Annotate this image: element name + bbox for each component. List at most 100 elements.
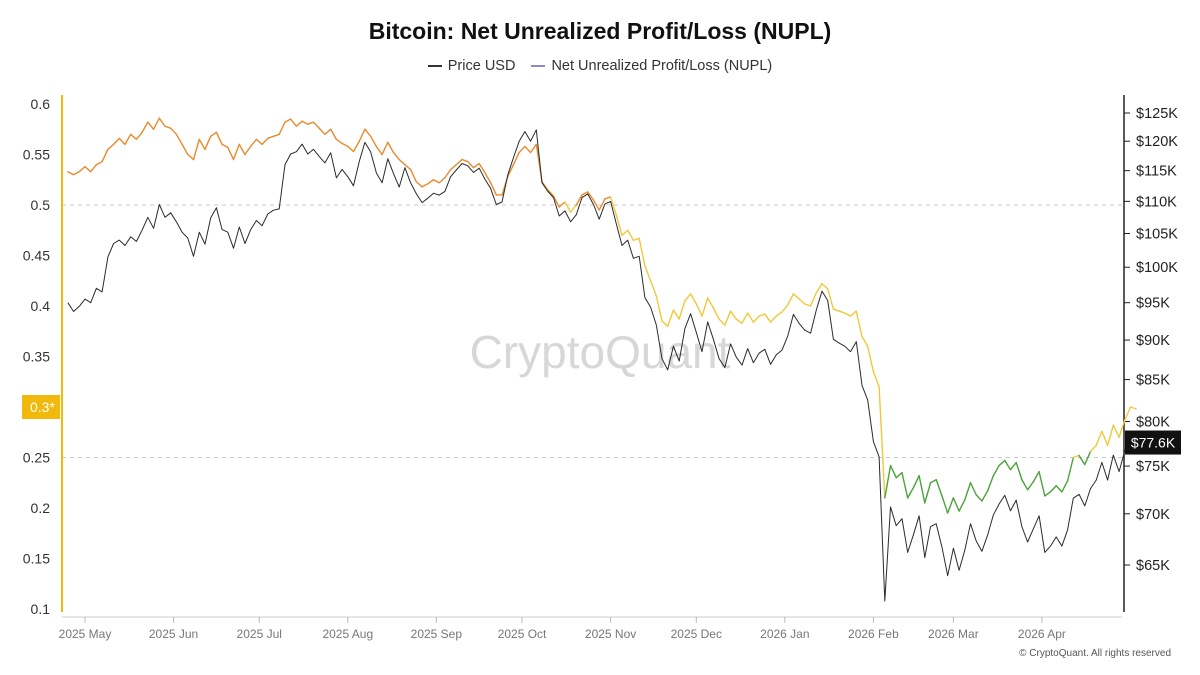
nupl-line-segment [421, 183, 429, 188]
nupl-line-segment [718, 318, 726, 326]
nupl-line-segment [472, 162, 480, 169]
legend-label-nupl: Net Unrealized Profit/Loss (NUPL) [551, 58, 773, 74]
nupl-line-segment [1066, 456, 1075, 482]
nupl-line-segment [135, 131, 143, 141]
nupl-line-segment [678, 300, 686, 320]
left-tick-label: 0.3* [30, 399, 55, 415]
nupl-line-segment [855, 310, 863, 337]
nupl-line-segment [512, 151, 520, 166]
nupl-line-segment [1049, 485, 1057, 493]
nupl-line-segment [547, 189, 555, 197]
nupl-line-segment [484, 171, 492, 184]
nupl-line-segment [1009, 461, 1017, 471]
nupl-line-segment [467, 160, 475, 169]
nupl-line-segment [232, 143, 240, 161]
nupl-line-segment [147, 121, 155, 130]
nupl-line-segment [558, 201, 566, 208]
nupl-line-segment [895, 471, 903, 479]
nupl-line-segment [986, 474, 995, 492]
nupl-line-segment [958, 499, 966, 512]
nupl-line-segment [249, 138, 258, 148]
nupl-line-segment [461, 158, 469, 163]
nupl-line-segment [861, 335, 869, 348]
nupl-line-segment [398, 158, 406, 166]
nupl-line-segment [552, 195, 560, 208]
nupl-line-segment [564, 201, 572, 213]
x-tick-label: 2025 Dec [671, 627, 722, 641]
nupl-line-segment [821, 283, 829, 290]
current-price-label: $77.6K [1131, 435, 1176, 451]
nupl-line-segment [324, 128, 332, 136]
nupl-line-segment [889, 464, 897, 479]
right-tick-label: $100K [1136, 260, 1178, 276]
x-tick-label: 2026 Apr [1018, 627, 1066, 641]
right-tick-label: $125K [1136, 106, 1178, 122]
right-tick-label: $95K [1136, 296, 1170, 312]
nupl-line-segment [1124, 406, 1132, 421]
nupl-line-segment [489, 182, 498, 196]
legend-item-nupl[interactable]: Net Unrealized Profit/Loss (NUPL) [531, 58, 772, 74]
nupl-line-segment [587, 191, 595, 201]
nupl-line-segment [844, 312, 852, 317]
left-tick-label: 0.1 [31, 601, 51, 617]
x-tick-label: 2025 Jul [237, 627, 282, 641]
nupl-line-segment [307, 121, 315, 125]
nupl-line-segment [621, 229, 629, 237]
nupl-line-segment [684, 293, 692, 302]
nupl-line-segment [215, 131, 223, 146]
nupl-line-segment [935, 479, 943, 497]
nupl-line-segment [169, 127, 178, 136]
nupl-line-segment [775, 311, 783, 317]
nupl-line-segment [598, 198, 606, 211]
left-tick-label: 0.35 [23, 349, 50, 365]
nupl-line-segment [741, 312, 749, 324]
nupl-line-segment [689, 293, 697, 305]
nupl-line-segment [786, 293, 795, 306]
nupl-line-segment [449, 163, 458, 171]
x-tick-label: 2025 May [59, 627, 112, 641]
nupl-line-segment [712, 307, 720, 320]
nupl-line-segment [164, 125, 172, 129]
legend-swatch-price [427, 65, 442, 67]
nupl-line-segment [729, 310, 737, 320]
nupl-line-segment [278, 121, 286, 136]
nupl-line-segment [507, 163, 515, 178]
nupl-line-segment [209, 131, 218, 138]
legend-item-price[interactable]: Price USD [427, 58, 515, 74]
right-tick-label: $80K [1136, 414, 1170, 430]
nupl-line-segment [227, 146, 235, 161]
nupl-line-segment [604, 196, 612, 200]
nupl-line-segment [655, 295, 663, 322]
nupl-line-segment [387, 141, 395, 154]
nupl-line-segment [1112, 424, 1120, 438]
nupl-line-segment [284, 118, 292, 123]
nupl-line-segment [244, 145, 252, 156]
legend-swatch-nupl [531, 65, 546, 67]
nupl-line-segment [90, 163, 98, 173]
nupl-line-segment [78, 165, 86, 173]
nupl-line-segment [707, 297, 715, 309]
left-tick-label: 0.15 [23, 551, 50, 567]
nupl-line-segment [906, 487, 915, 499]
nupl-line-segment [67, 170, 75, 176]
nupl-line-segment [221, 143, 229, 149]
x-tick-label: 2025 Sep [411, 627, 463, 641]
nupl-line-segment [175, 133, 183, 146]
copyright-notice: © CryptoQuant. All rights reserved [1019, 648, 1171, 659]
nupl-line-segment [724, 310, 732, 326]
nupl-line-segment [272, 133, 280, 138]
nupl-line-segment [638, 237, 646, 267]
nupl-line-segment [187, 153, 195, 161]
nupl-line-segment [1044, 491, 1052, 497]
nupl-line-segment [518, 145, 526, 154]
nupl-line-segment [1038, 470, 1046, 497]
right-tick-label: $105K [1136, 227, 1178, 243]
nupl-line-segment [1089, 444, 1097, 453]
nupl-line-segment [569, 204, 578, 213]
nupl-line-segment [341, 142, 349, 148]
x-tick-label: 2026 Mar [928, 627, 979, 641]
nupl-line-segment [998, 459, 1006, 467]
left-tick-label: 0.5 [31, 197, 51, 213]
left-tick-label: 0.25 [23, 450, 50, 466]
nupl-line-segment [792, 293, 800, 300]
